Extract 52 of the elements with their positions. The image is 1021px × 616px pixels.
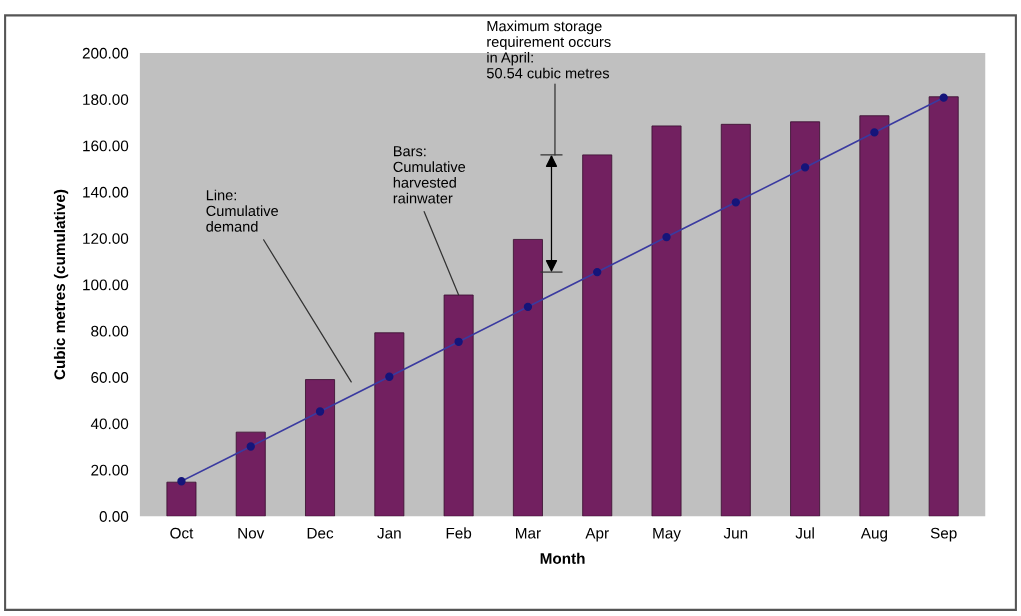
bar <box>166 481 197 517</box>
x-tick-label: Nov <box>238 527 265 539</box>
x-tick-label: Jun <box>723 527 748 539</box>
y-tick-label: 100.00 <box>83 279 129 291</box>
y-tick-label: 160.00 <box>83 140 129 152</box>
bar <box>305 379 336 517</box>
point <box>939 93 948 102</box>
point <box>315 407 325 416</box>
y-tick-label: 80.00 <box>91 325 129 337</box>
x-tick-label: Jul <box>795 527 814 539</box>
y-tick-label: 40.00 <box>90 418 129 430</box>
annotation: Maximum storage requirement occurs in April: 50.54 cubic metres <box>486 20 611 79</box>
bar <box>443 294 474 517</box>
x-tick-label: Apr <box>585 527 609 542</box>
y-tick-label: 200.00 <box>82 47 129 59</box>
point <box>870 128 879 137</box>
y-tick-label: 60.00 <box>91 372 129 383</box>
bar <box>928 96 959 517</box>
x-tick-label: Mar <box>516 527 541 539</box>
x-tick-label: Jan <box>377 527 401 539</box>
y-tick-label: 140.00 <box>83 186 129 198</box>
bar <box>374 332 405 517</box>
x-tick-label: Dec <box>307 527 334 539</box>
bar <box>235 431 266 517</box>
y-tick-label: 0.00 <box>99 511 129 522</box>
point <box>800 163 810 172</box>
y-tick-label: 120.00 <box>83 233 129 244</box>
x-tick-label: Feb <box>446 527 472 539</box>
annotation: Line: Cumulative demand <box>206 189 278 232</box>
point <box>731 198 740 207</box>
point <box>246 442 255 451</box>
bar <box>720 123 751 517</box>
x-tick-label: May <box>653 527 681 542</box>
point <box>593 267 602 277</box>
y-tick-label: 180.00 <box>83 94 129 105</box>
y-axis-title: Cubic metres (cumulative) <box>53 189 69 380</box>
x-tick-label: Oct <box>170 527 194 539</box>
bar <box>512 239 543 517</box>
x-axis-title: Month <box>540 552 585 564</box>
x-tick-label: Aug <box>860 527 887 542</box>
y-tick-label: 20.00 <box>91 464 129 476</box>
bar <box>859 115 890 517</box>
bar <box>790 121 821 517</box>
annotation: Bars: Cumulative harvested rainwater <box>393 146 466 204</box>
bar <box>582 154 613 517</box>
point <box>662 232 671 242</box>
point <box>523 302 533 311</box>
point <box>177 477 186 486</box>
bar <box>651 125 682 517</box>
x-tick-label: Sep <box>930 527 957 542</box>
point <box>454 337 463 346</box>
point <box>385 372 394 381</box>
